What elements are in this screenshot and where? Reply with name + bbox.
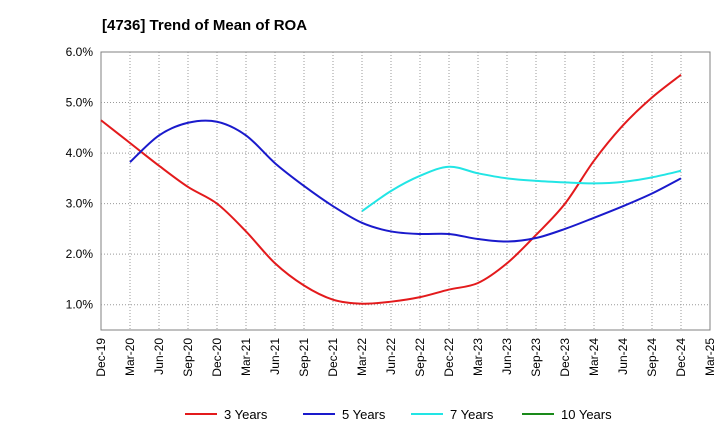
x-tick-label: Dec-22 <box>442 338 456 377</box>
series-line-3-years <box>100 73 682 305</box>
x-axis-ticks: Dec-19 Mar-20 Jun-20 Sep-20 Dec-20 Mar-21 Jun-… <box>94 338 717 377</box>
series-line-7-years <box>361 165 682 213</box>
plot-area <box>100 51 711 331</box>
y-tick-label: 5.0% <box>66 96 94 110</box>
x-tick-label: Sep-20 <box>181 338 195 377</box>
series-line-5-years <box>129 119 682 243</box>
chart-title: [4736] Trend of Mean of ROA <box>102 17 307 34</box>
x-tick-label: Sep-23 <box>529 338 543 377</box>
x-tick-label: Sep-22 <box>413 338 427 377</box>
y-axis-ticks: 1.0% 2.0% 3.0% 4.0% 5.0% 6.0% <box>66 45 94 312</box>
x-tick-label: Jun-23 <box>500 338 514 375</box>
x-tick-label: Jun-20 <box>152 338 166 375</box>
legend: 3 Years 5 Years 7 Years 10 Years <box>185 407 612 422</box>
y-tick-label: 1.0% <box>66 298 94 312</box>
x-tick-label: Sep-24 <box>645 338 659 377</box>
x-tick-label: Dec-23 <box>558 338 572 377</box>
legend-label-3-years: 3 Years <box>224 407 268 422</box>
x-tick-label: Jun-24 <box>616 338 630 375</box>
y-tick-label: 4.0% <box>66 146 94 160</box>
grid-lines <box>101 52 710 330</box>
x-tick-label: Dec-21 <box>326 338 340 377</box>
x-tick-label: Mar-23 <box>471 338 485 376</box>
x-tick-label: Mar-24 <box>587 338 601 376</box>
y-tick-label: 6.0% <box>66 45 94 59</box>
x-tick-label: Mar-20 <box>123 338 137 376</box>
x-tick-label: Jun-22 <box>384 338 398 375</box>
series-lines <box>100 73 682 305</box>
x-tick-label: Dec-20 <box>210 338 224 377</box>
legend-label-5-years: 5 Years <box>342 407 386 422</box>
x-tick-label: Mar-21 <box>239 338 253 376</box>
x-tick-label: Sep-21 <box>297 338 311 377</box>
y-tick-label: 2.0% <box>66 247 94 261</box>
x-tick-label: Mar-22 <box>355 338 369 376</box>
y-tick-label: 3.0% <box>66 197 94 211</box>
x-tick-label: Dec-19 <box>94 338 108 377</box>
legend-label-10-years: 10 Years <box>561 407 612 422</box>
x-tick-label: Jun-21 <box>268 338 282 375</box>
x-tick-label: Mar-25 <box>703 338 717 376</box>
legend-label-7-years: 7 Years <box>450 407 494 422</box>
x-tick-label: Dec-24 <box>674 338 688 377</box>
